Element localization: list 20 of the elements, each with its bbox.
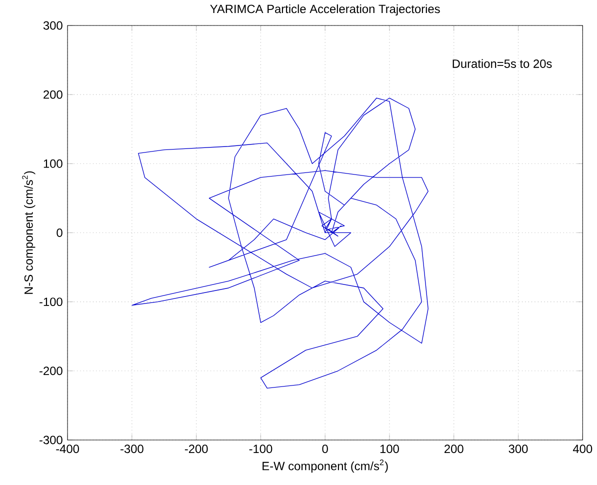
x-tick-label: -200 bbox=[184, 444, 208, 454]
x-tick-label: 0 bbox=[322, 444, 328, 454]
x-tick-label: -300 bbox=[120, 444, 144, 454]
y-tick-label: 300 bbox=[43, 21, 62, 30]
x-tick-label: 100 bbox=[380, 444, 399, 454]
x-tick-label: -400 bbox=[56, 444, 79, 454]
y-tick-label: 0 bbox=[56, 228, 62, 238]
y-tick-label: 100 bbox=[44, 160, 62, 168]
y-tick-label: -100 bbox=[40, 298, 62, 306]
x-tick-label: 400 bbox=[572, 444, 592, 454]
x-axis-title: E-W component (cm/s$^{2}$) bbox=[262, 460, 388, 473]
x-tick-label: 200 bbox=[444, 444, 464, 454]
y-axis-title: N-S component (cm/s$^{2}$) bbox=[22, 171, 36, 294]
chart-title: YARIMCA Particle Acceleration Trajectories bbox=[210, 4, 440, 16]
x-tick-label: -100 bbox=[249, 444, 272, 454]
y-tick-label: 200 bbox=[44, 90, 62, 99]
annotation: Duration=5s to 20s bbox=[452, 59, 552, 68]
y-tick-label: -300 bbox=[40, 436, 62, 444]
y-tick-label: -200 bbox=[40, 366, 62, 376]
x-tick-label: 300 bbox=[508, 444, 528, 454]
